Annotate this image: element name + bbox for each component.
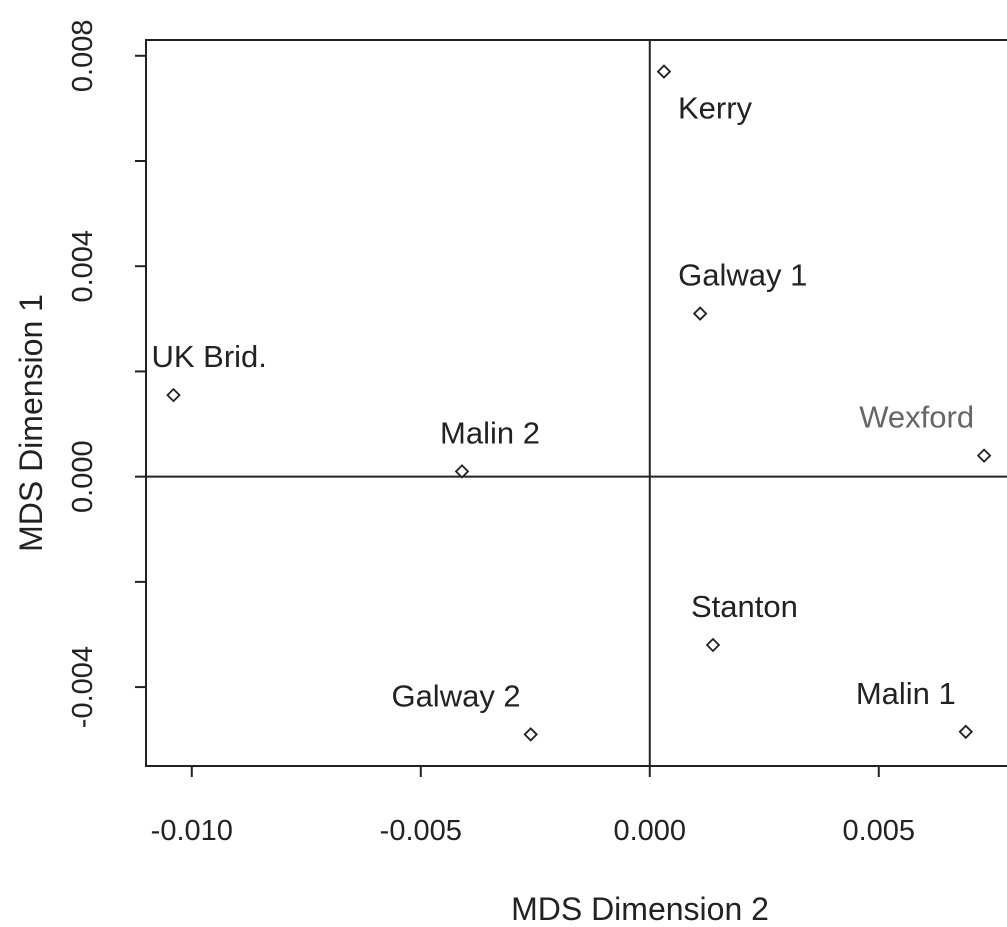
x-axis-title: MDS Dimension 2: [511, 891, 769, 927]
y-tick-label: 0.004: [67, 230, 99, 303]
x-tick-label: 0.000: [613, 815, 686, 847]
y-axis-title: MDS Dimension 1: [13, 294, 49, 552]
y-tick-label: -0.004: [67, 646, 99, 728]
data-point-label: Galway 1: [678, 258, 807, 293]
y-tick-label: 0.008: [67, 19, 99, 92]
y-axis: -0.004 0.000 0.004 0.008: [67, 19, 146, 728]
x-tick-label: -0.010: [151, 815, 233, 847]
data-point-label: Kerry: [678, 91, 753, 126]
x-tick-label: 0.005: [842, 815, 915, 847]
data-point-marker: [692, 306, 708, 321]
data-point-label: Stanton: [691, 589, 798, 624]
data-points: Kerry Galway 1 UK Brid. Wexford Malin 2 Stant…: [151, 64, 992, 742]
plot-frame: [145, 39, 1007, 767]
data-point-marker: [166, 387, 181, 403]
data-point-marker: [523, 727, 538, 742]
data-point-marker: [705, 637, 721, 653]
x-tick-label: -0.005: [380, 815, 462, 847]
data-point-label: Galway 2: [391, 678, 520, 713]
data-point-marker: [656, 64, 672, 79]
data-point-marker: [958, 724, 974, 740]
data-point-label: Malin 2: [440, 415, 540, 450]
plot-area: [145, 39, 1007, 767]
x-axis: -0.010 -0.005 0.000 0.005: [151, 766, 915, 847]
data-point-label: Wexford: [859, 400, 974, 435]
reference-lines: [146, 40, 1007, 766]
data-point-label: Malin 1: [856, 676, 956, 711]
y-tick-label: 0.000: [67, 440, 99, 513]
data-point-marker: [454, 464, 470, 479]
data-point-marker: [976, 448, 992, 463]
data-point-label: UK Brid.: [151, 339, 266, 374]
